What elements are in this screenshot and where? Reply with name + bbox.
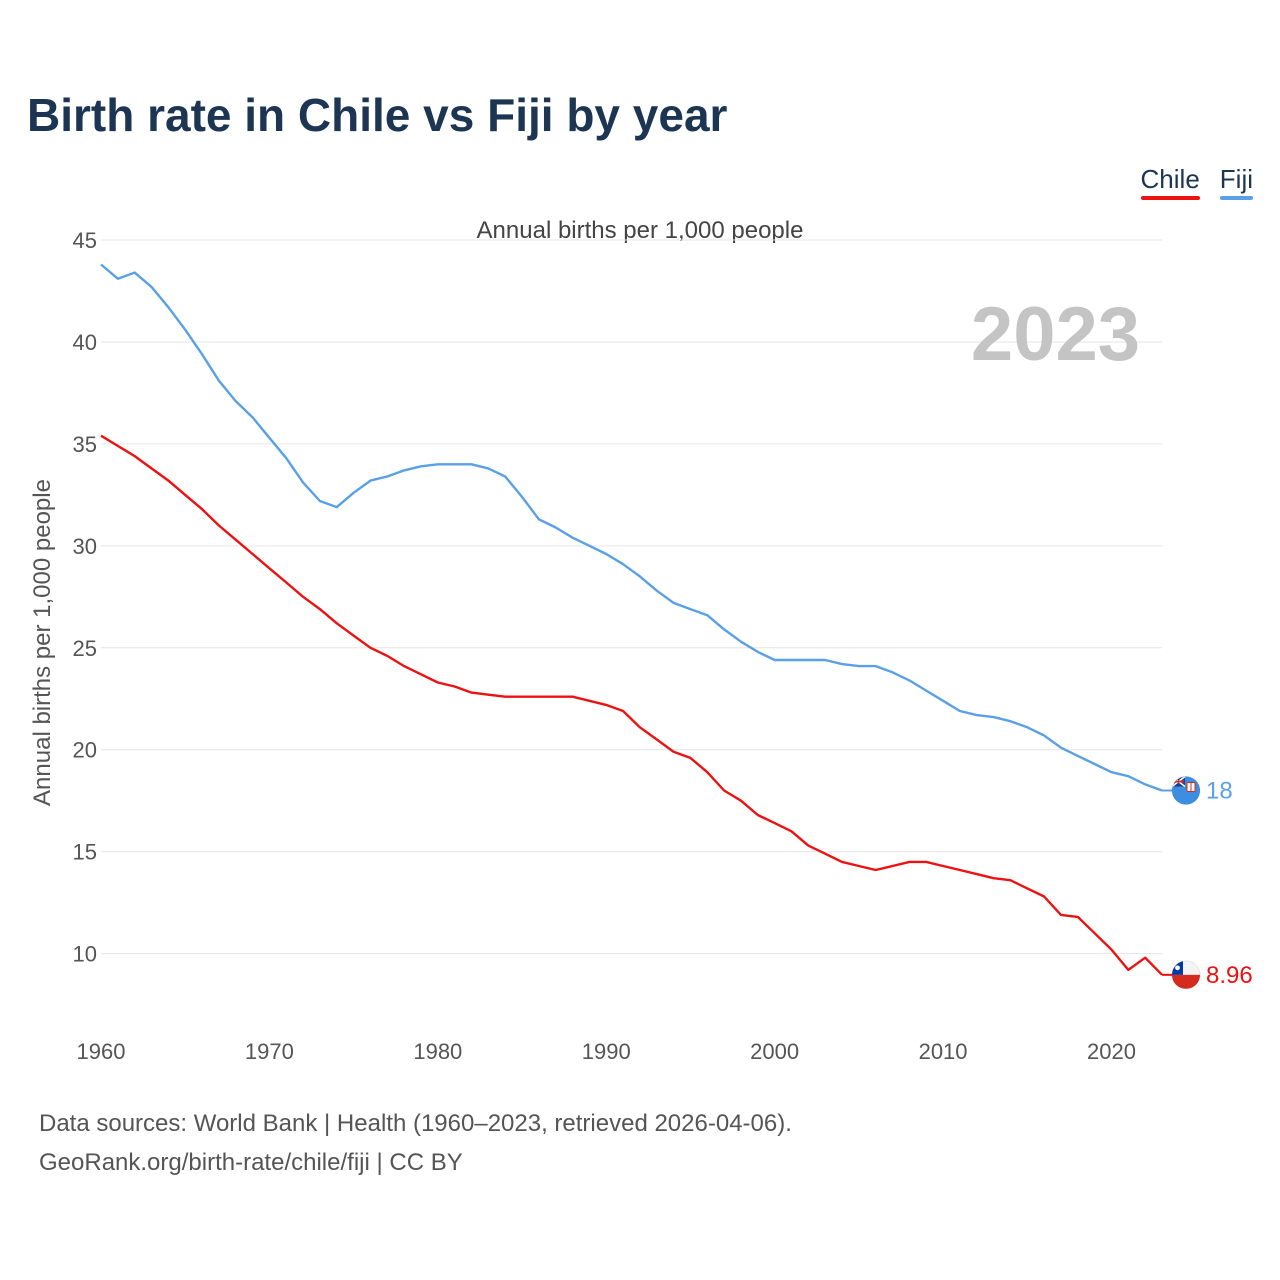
y-tick-label-35: 35 xyxy=(73,432,97,457)
y-axis-title: Annual births per 1,000 people xyxy=(29,479,56,806)
chile-flag-icon xyxy=(1171,960,1201,990)
series-line-chile xyxy=(100,434,1163,976)
chart-footer: Data sources: World Bank | Health (1960–… xyxy=(39,1104,792,1182)
x-tick-label-1970: 1970 xyxy=(245,1039,294,1064)
x-tick-label-2020: 2020 xyxy=(1087,1039,1136,1064)
legend-label-fiji: Fiji xyxy=(1219,164,1253,194)
fiji-flag-icon xyxy=(1171,776,1201,806)
x-tick-label-1960: 1960 xyxy=(77,1039,126,1064)
y-tick-label-30: 30 xyxy=(73,534,97,559)
axes: 10 15 20 25 30 35 40 45 1960 1970 1980 1990 2000 2010… xyxy=(73,228,1136,1064)
y-tick-label-40: 40 xyxy=(73,330,97,355)
end-value-label-chile: 8.96 xyxy=(1206,962,1253,989)
footer-sources: Data sources: World Bank | Health (1960–… xyxy=(39,1110,792,1137)
series xyxy=(100,263,1163,976)
y-tick-label-20: 20 xyxy=(73,738,97,763)
legend-item-chile[interactable]: Chile xyxy=(1140,164,1200,200)
x-tick-label-2010: 2010 xyxy=(919,1039,968,1064)
series-line-fiji xyxy=(100,263,1163,792)
y-tick-label-10: 10 xyxy=(73,942,97,967)
gridlines xyxy=(101,239,1162,955)
legend-swatch-chile xyxy=(1140,196,1200,200)
legend-label-chile: Chile xyxy=(1140,164,1200,194)
x-tick-label-1980: 1980 xyxy=(413,1039,462,1064)
end-value-label-fiji: 18 xyxy=(1206,778,1233,805)
x-tick-label-2000: 2000 xyxy=(750,1039,799,1064)
y-tick-label-25: 25 xyxy=(73,636,97,661)
chart-legend: Chile Fiji xyxy=(1140,164,1253,200)
x-tick-label-1990: 1990 xyxy=(582,1039,631,1064)
legend-swatch-fiji xyxy=(1219,196,1253,200)
chart-title: Birth rate in Chile vs Fiji by year xyxy=(27,89,728,141)
y-tick-label-15: 15 xyxy=(73,840,97,865)
y-tick-label-45: 45 xyxy=(73,228,97,253)
line-chart: 10 15 20 25 30 35 40 45 1960 1970 1980 1990 2000 2010… xyxy=(29,228,1253,1064)
end-markers: 8.96 18 xyxy=(1162,776,1253,990)
year-watermark: 2023 xyxy=(971,292,1140,377)
legend-item-fiji[interactable]: Fiji xyxy=(1219,164,1253,200)
footer-attribution[interactable]: GeoRank.org/birth-rate/chile/fiji | CC B… xyxy=(39,1149,463,1176)
